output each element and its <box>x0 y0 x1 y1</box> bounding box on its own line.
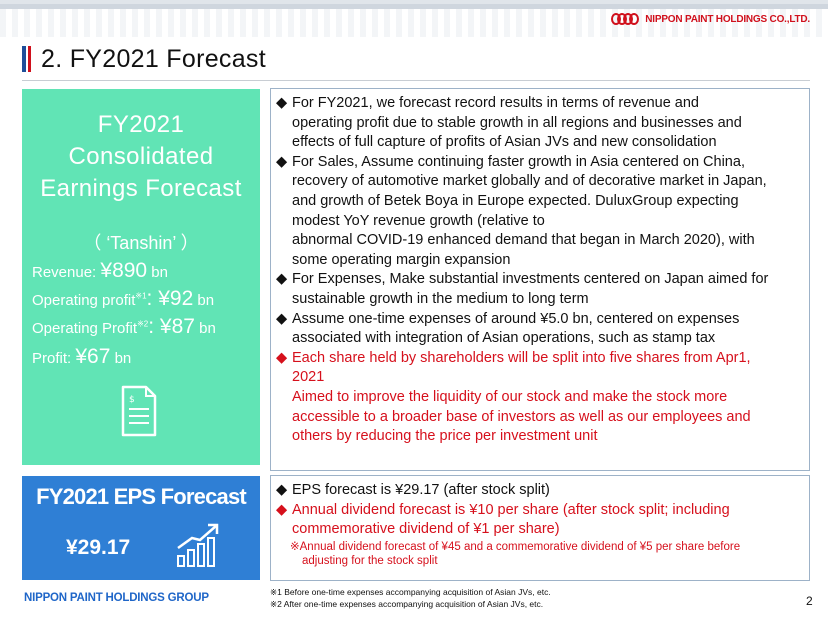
footnotes: ※1 Before one-time expenses accompanying… <box>270 586 551 610</box>
profit-unit: bn <box>110 350 132 367</box>
diamond-bullet-icon: ◆ <box>276 482 288 498</box>
profit-value: ¥67 <box>75 345 111 368</box>
bullet-line: some operating margin expansion <box>292 251 511 268</box>
forecast-bullet: ◆ For Sales, Assume continuing faster gr… <box>276 153 812 271</box>
svg-text:$: $ <box>129 395 135 405</box>
earnings-title-line: FY2021 <box>97 111 185 138</box>
logo-rings-icon <box>611 12 641 26</box>
operating-profit-1-note: ※1 <box>135 291 147 301</box>
dividend-bullet: ◆ Annual dividend forecast is ¥10 per sh… <box>276 501 812 540</box>
operating-profit-2-row: Operating Profit※2: ¥87 bn <box>32 315 216 339</box>
operating-profit-2-value: : ¥87 <box>148 315 195 338</box>
bullet-line: EPS forecast is ¥29.17 (after stock spli… <box>292 482 550 498</box>
diamond-bullet-icon: ◆ <box>276 153 288 170</box>
bullet-line: Assume one-time expenses of around ¥5.0 … <box>292 310 740 327</box>
diamond-bullet-icon: ◆ <box>276 501 288 518</box>
eps-forecast-title: FY2021 EPS Forecast <box>36 484 247 509</box>
eps-bullet: ◆ EPS forecast is ¥29.17 (after stock sp… <box>276 481 812 501</box>
bullet-line: accessible to a broader base of investor… <box>292 408 751 425</box>
bullet-line: abnormal COVID-19 enhanced demand that b… <box>292 232 755 249</box>
title-accent-blue <box>22 46 26 72</box>
tanshin-label: （ ‘Tanshin’ ） <box>83 233 199 253</box>
company-logo: NIPPON PAINT HOLDINGS CO.,LTD. <box>611 12 810 26</box>
forecast-bullet-list: ◆ For FY2021, we forecast record results… <box>276 94 812 447</box>
diamond-bullet-icon: ◆ <box>276 310 288 327</box>
bullet-line: For Sales, Assume continuing faster grow… <box>292 153 745 170</box>
header-pattern <box>0 9 828 37</box>
forecast-bullet: ◆ For Expenses, Make substantial investm… <box>276 270 812 309</box>
operating-profit-1-row: Operating profit※1: ¥92 bn <box>32 287 214 311</box>
forecast-details-box <box>270 88 810 471</box>
operating-profit-1-value: : ¥92 <box>146 287 194 310</box>
dividend-note: adjusting for the stock split <box>302 554 438 567</box>
revenue-unit: bn <box>147 264 168 281</box>
bullet-line: Annual dividend forecast is ¥10 per shar… <box>292 501 730 518</box>
bullet-line: For Expenses, Make substantial investmen… <box>292 271 769 288</box>
bullet-line: associated with integration of Asian ope… <box>292 330 716 347</box>
page-number: 2 <box>806 594 813 608</box>
operating-profit-1-unit: bn <box>193 292 215 309</box>
operating-profit-2-unit: bn <box>194 320 216 337</box>
footnote: ※2 After one-time expenses accompanying … <box>270 599 544 609</box>
diamond-bullet-icon: ◆ <box>276 349 288 366</box>
bullet-line: others by reducing the price per investm… <box>292 428 598 445</box>
earnings-title-line: Earnings Forecast <box>40 175 242 202</box>
bullet-line: For FY2021, we forecast record results i… <box>292 95 699 111</box>
title-divider <box>22 80 810 81</box>
eps-forecast-value: ¥29.17 <box>66 536 131 559</box>
diamond-bullet-icon: ◆ <box>276 271 288 288</box>
earnings-title-line: Consolidated <box>68 143 214 170</box>
eps-details-box <box>270 475 810 581</box>
forecast-bullet: ◆ Assume one-time expenses of around ¥5.… <box>276 310 812 349</box>
page-title: 2. FY2021 Forecast <box>41 44 266 73</box>
bullet-line: effects of full capture of profits of As… <box>292 134 717 151</box>
revenue-row: Revenue: ¥890 bn <box>32 259 168 283</box>
operating-profit-1-label: Operating profit <box>32 292 136 309</box>
bullet-line: and growth of Betek Boya in Europe expec… <box>292 192 739 209</box>
bullet-line: commemorative dividend of ¥1 per share) <box>292 521 560 538</box>
document-icon: $ <box>121 385 157 437</box>
bullet-line: Aimed to improve the liquidity of our st… <box>292 388 728 405</box>
bar-chart-growth-icon <box>177 523 219 567</box>
revenue-value: ¥890 <box>100 259 148 282</box>
bullet-line: modest YoY revenue growth (relative to <box>292 212 545 229</box>
eps-forecast-panel: FY2021 EPS Forecast ¥29.17 <box>22 476 260 580</box>
stock-split-bullet: ◆ Each share held by shareholders will b… <box>276 349 812 447</box>
footnote: ※1 Before one-time expenses accompanying… <box>270 587 551 597</box>
revenue-label: Revenue: <box>32 264 101 281</box>
bullet-line: 2021 <box>292 369 325 386</box>
bullet-line: recovery of automotive market globally a… <box>292 173 767 190</box>
dividend-note: ※Annual dividend forecast of ¥45 and a c… <box>290 540 741 553</box>
page-title-wrap: 2. FY2021 Forecast <box>22 44 266 73</box>
forecast-bullet: ◆ For FY2021, we forecast record results… <box>276 94 812 153</box>
profit-row: Profit: ¥67 bn <box>32 345 131 369</box>
profit-label: Profit: <box>32 350 76 367</box>
diamond-bullet-icon: ◆ <box>276 95 288 111</box>
title-accent-red <box>28 46 31 72</box>
company-logo-text: NIPPON PAINT HOLDINGS CO.,LTD. <box>645 13 810 25</box>
bullet-line: operating profit due to stable growth in… <box>292 114 742 131</box>
eps-bullet-list: ◆ EPS forecast is ¥29.17 (after stock sp… <box>276 481 812 568</box>
operating-profit-2-label: Operating Profit <box>32 320 138 337</box>
earnings-forecast-title: FY2021 Consolidated Earnings Forecast <box>22 109 260 205</box>
bullet-line: sustainable growth in the medium to long… <box>292 290 589 307</box>
bullet-line: Each share held by shareholders will be … <box>292 349 751 366</box>
group-logo: NIPPON PAINT HOLDINGS GROUP <box>24 592 209 604</box>
operating-profit-2-note: ※2 <box>137 319 149 329</box>
earnings-forecast-panel: FY2021 Consolidated Earnings Forecast （ … <box>22 89 260 465</box>
top-stripe <box>0 0 828 9</box>
